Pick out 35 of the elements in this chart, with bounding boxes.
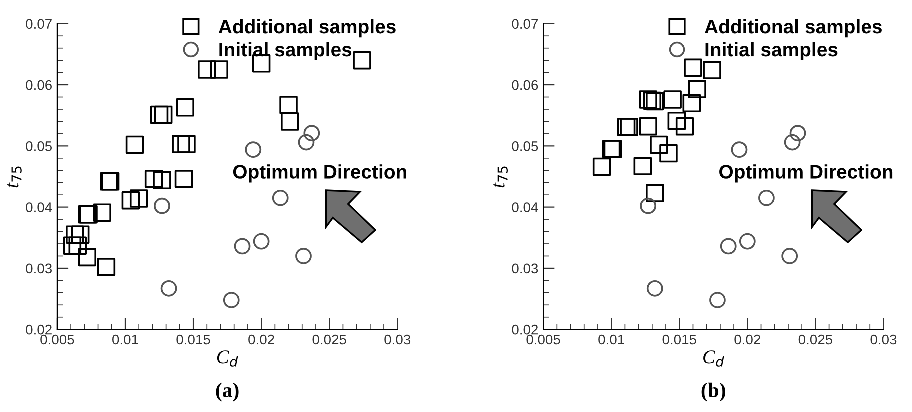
y-tick-label: 0.07 [26,19,52,30]
annotation: Optimum Direction [720,164,893,183]
y-tick-label: 0.07 [512,19,538,30]
x-tick-label: 0.01 [598,334,624,345]
y-tick-label: 0.02 [512,324,538,335]
text: (b) [702,382,726,402]
y-tick-label: 0.03 [26,264,52,274]
x-tick-label: 0.02 [248,334,274,345]
x-tick-label: 0.03 [384,334,411,345]
legend-label: Additional samples [218,19,396,38]
annotation: Optimum Direction [233,164,406,183]
text: (a) [216,382,239,402]
x-tick-label: 0.03 [870,334,897,345]
x-tick-label: 0.015 [176,334,210,345]
x-tick-label: 0.005 [40,334,74,345]
x-axis-title: C$_{d}$ [704,350,724,367]
x-tick-label: 0.025 [798,334,832,345]
y-tick-label: 0.05 [512,142,538,152]
y-tick-label: 0.05 [26,142,52,152]
x-tick-label: 0.01 [112,334,138,345]
y-axis-title: t$_{75}$ [8,166,22,188]
y-tick-label: 0.02 [26,324,52,335]
y-tick-label: 0.06 [512,80,538,90]
x-tick-label: 0.025 [312,334,346,345]
y-tick-label: 0.04 [512,202,538,212]
y-tick-label: 0.06 [26,80,52,90]
legend-label: Initial samples [706,42,838,61]
y-tick-label: 0.04 [26,202,52,212]
y-tick-label: 0.03 [512,264,538,274]
x-tick-label: 0.015 [662,334,696,345]
x-axis-title: C$_{d}$ [217,350,238,367]
legend-label: Additional samples [704,19,882,38]
x-tick-label: 0.005 [526,334,560,345]
x-tick-label: 0.02 [734,334,760,345]
y-axis-title: t$_{75}$ [494,166,508,188]
